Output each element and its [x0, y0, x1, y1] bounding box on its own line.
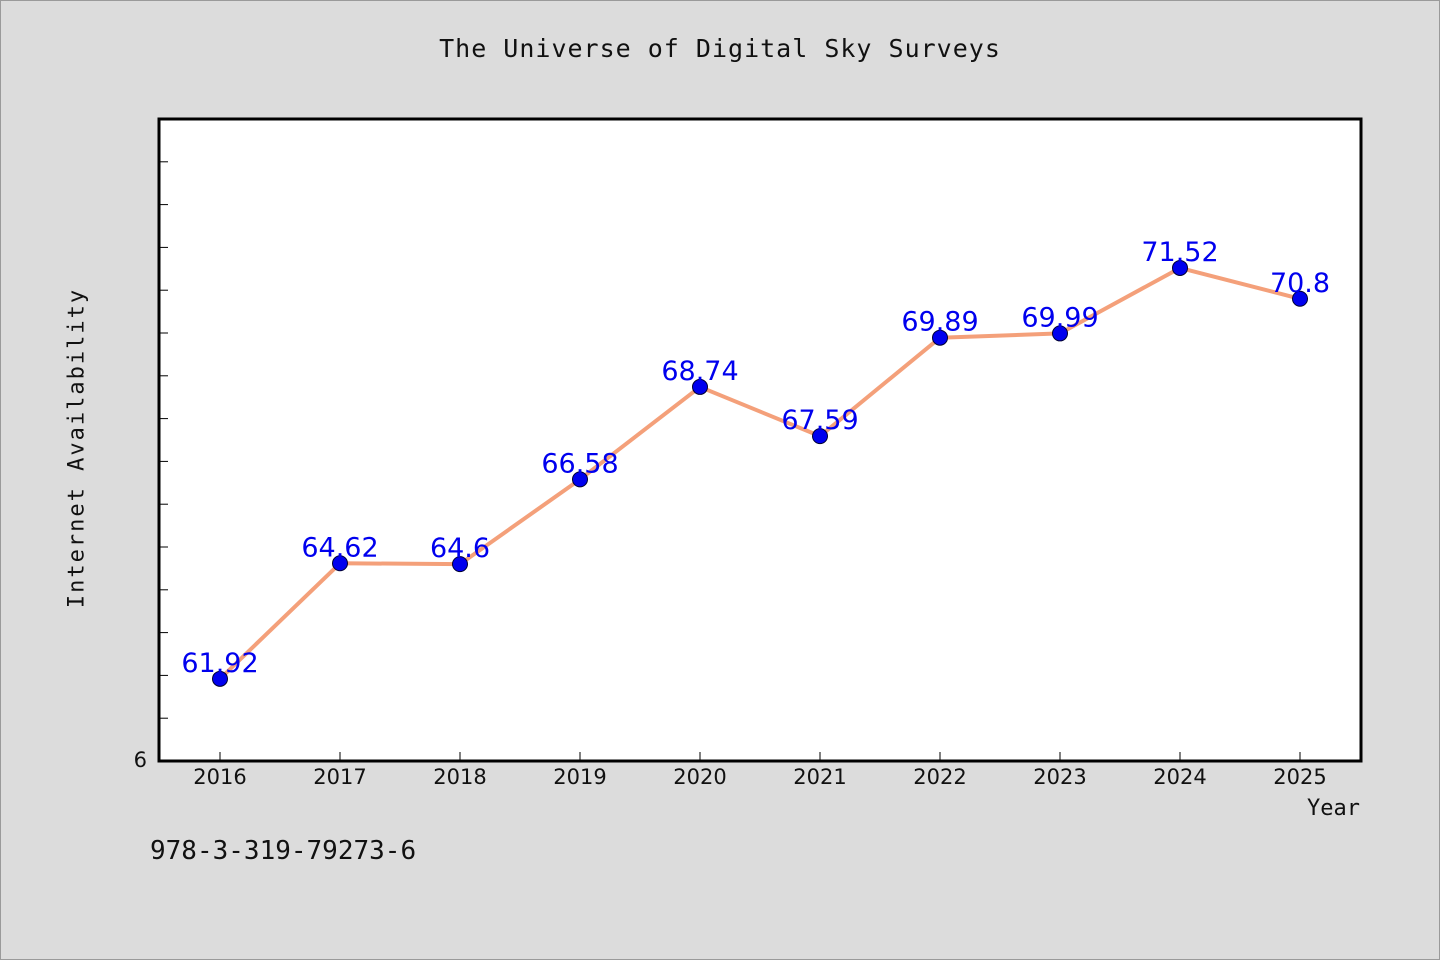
y-axis-ticks: 6 [134, 161, 168, 772]
data-label-2023: 69.99 [1021, 302, 1098, 333]
data-point-2024 [1172, 259, 1188, 276]
x-tick-label-2023: 2023 [1033, 765, 1086, 789]
y-tick-label: 6 [134, 748, 147, 772]
data-label-2025: 70.8 [1270, 268, 1330, 299]
x-axis-label: Year [1307, 796, 1360, 821]
data-label-2021: 67.59 [781, 405, 858, 436]
x-tick-label-2017: 2017 [313, 765, 366, 789]
x-tick-label-2024: 2024 [1153, 765, 1206, 789]
data-label-group: 61.92 64.62 64.6 66.58 68.74 67.59 69.89 69.99 7… [181, 237, 1330, 679]
plot-area [157, 117, 1363, 763]
x-tick-label-2021: 2021 [793, 765, 846, 789]
data-label-2022: 69.89 [901, 307, 978, 338]
chart-title: The Universe of Digital Sky Surveys [439, 34, 1001, 63]
data-point-2019 [572, 471, 588, 488]
series-line-group [218, 265, 1301, 681]
data-point-group [212, 259, 1308, 687]
x-tick-label-2018: 2018 [433, 765, 486, 789]
x-tick-label-2020: 2020 [673, 765, 726, 789]
data-label-2019: 66.58 [541, 448, 618, 479]
series-line [218, 265, 1301, 681]
data-label-2020: 68.74 [661, 356, 738, 387]
data-point-2020 [692, 378, 708, 395]
x-tick-label-2022: 2022 [913, 765, 966, 789]
data-point-2022 [932, 329, 948, 346]
data-point-2025 [1292, 290, 1308, 307]
x-tick-label-2025: 2025 [1273, 765, 1326, 789]
data-point-2016 [212, 670, 228, 687]
data-point-2017 [332, 555, 348, 572]
data-label-2017: 64.62 [301, 532, 378, 563]
x-axis-ticks: 2016 2017 2018 2019 2020 2021 2022 2023 2024 2025 [193, 752, 1327, 789]
data-point-2023 [1052, 325, 1068, 342]
data-point-2018 [452, 556, 468, 573]
data-label-2024: 71.52 [1141, 237, 1218, 268]
x-tick-label-2016: 2016 [193, 765, 246, 789]
x-tick-label-2019: 2019 [553, 765, 606, 789]
data-label-2016: 61.92 [181, 648, 258, 679]
data-point-2021 [812, 428, 828, 445]
footer-code: 978-3-319-79273-6 [150, 836, 417, 866]
data-label-2018: 64.6 [430, 533, 490, 564]
